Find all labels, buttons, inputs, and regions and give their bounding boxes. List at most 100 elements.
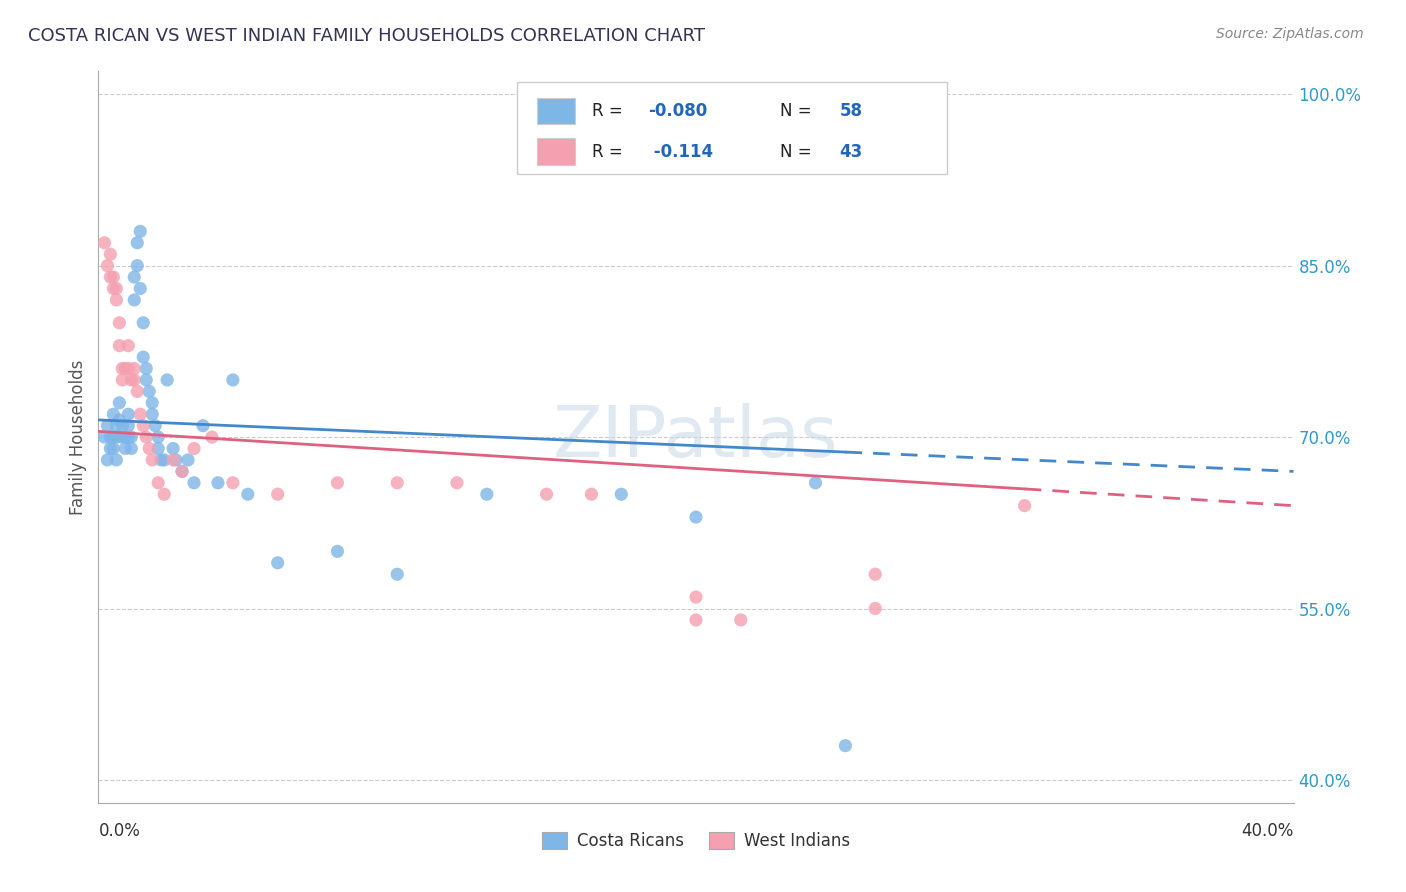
Point bbox=[114, 361, 136, 376]
Point bbox=[105, 418, 128, 433]
Point bbox=[685, 590, 707, 604]
Point bbox=[114, 430, 136, 444]
Point bbox=[201, 430, 224, 444]
Point bbox=[108, 396, 131, 410]
Point bbox=[162, 442, 184, 456]
Point bbox=[222, 475, 245, 490]
Point bbox=[148, 475, 170, 490]
Point bbox=[141, 453, 163, 467]
Point bbox=[108, 316, 131, 330]
Point bbox=[117, 430, 139, 444]
Point bbox=[129, 224, 152, 238]
Point bbox=[865, 567, 887, 582]
Point bbox=[138, 442, 160, 456]
Point bbox=[103, 430, 125, 444]
Point bbox=[191, 418, 214, 433]
Point bbox=[536, 487, 558, 501]
Point bbox=[143, 418, 166, 433]
Point bbox=[222, 373, 245, 387]
Point bbox=[236, 487, 259, 501]
Point bbox=[124, 270, 146, 285]
Point bbox=[105, 453, 128, 467]
Point bbox=[120, 430, 142, 444]
Text: N =: N = bbox=[779, 103, 817, 120]
Point bbox=[105, 293, 128, 307]
Point bbox=[108, 339, 131, 353]
Point bbox=[96, 453, 118, 467]
Point bbox=[111, 373, 134, 387]
Point bbox=[165, 453, 187, 467]
Point bbox=[135, 373, 157, 387]
Point bbox=[120, 373, 142, 387]
Point bbox=[124, 373, 146, 387]
FancyBboxPatch shape bbox=[537, 98, 575, 124]
Point bbox=[127, 235, 149, 250]
Point bbox=[111, 361, 134, 376]
Point bbox=[114, 442, 136, 456]
Point bbox=[177, 453, 200, 467]
Point bbox=[124, 293, 146, 307]
Point bbox=[117, 418, 139, 433]
Point bbox=[385, 567, 409, 582]
Point bbox=[172, 464, 194, 478]
Text: -0.080: -0.080 bbox=[648, 103, 707, 120]
Point bbox=[105, 430, 128, 444]
Point bbox=[103, 281, 125, 295]
Text: N =: N = bbox=[779, 143, 817, 161]
Point bbox=[124, 361, 146, 376]
Text: 43: 43 bbox=[839, 143, 863, 161]
Point bbox=[834, 739, 856, 753]
Point bbox=[141, 396, 163, 410]
FancyBboxPatch shape bbox=[537, 138, 575, 165]
Point bbox=[148, 430, 170, 444]
Text: R =: R = bbox=[592, 143, 628, 161]
Text: ZIPatlas: ZIPatlas bbox=[553, 402, 839, 472]
Point bbox=[96, 418, 118, 433]
Point bbox=[117, 407, 139, 421]
Point bbox=[162, 453, 184, 467]
Point bbox=[153, 487, 176, 501]
Point bbox=[865, 601, 887, 615]
Point bbox=[120, 442, 142, 456]
Point bbox=[111, 430, 134, 444]
Point bbox=[117, 339, 139, 353]
Point bbox=[98, 430, 122, 444]
Point bbox=[111, 418, 134, 433]
FancyBboxPatch shape bbox=[517, 82, 948, 174]
Point bbox=[98, 247, 122, 261]
Point bbox=[127, 384, 149, 399]
Point bbox=[98, 442, 122, 456]
Point bbox=[581, 487, 603, 501]
Point bbox=[132, 316, 155, 330]
Point bbox=[93, 430, 115, 444]
Point bbox=[135, 430, 157, 444]
Point bbox=[98, 270, 122, 285]
Point bbox=[156, 373, 179, 387]
Point bbox=[93, 235, 115, 250]
Point bbox=[132, 350, 155, 364]
Point bbox=[117, 361, 139, 376]
Text: 58: 58 bbox=[839, 103, 862, 120]
Point bbox=[446, 475, 468, 490]
Point bbox=[207, 475, 229, 490]
Point bbox=[148, 442, 170, 456]
Point bbox=[610, 487, 633, 501]
Text: -0.114: -0.114 bbox=[648, 143, 713, 161]
Point bbox=[804, 475, 827, 490]
Point bbox=[267, 487, 290, 501]
Point bbox=[730, 613, 752, 627]
Point bbox=[685, 510, 707, 524]
Point bbox=[105, 281, 128, 295]
Point bbox=[129, 407, 152, 421]
Point bbox=[326, 544, 349, 558]
Point bbox=[135, 361, 157, 376]
Point bbox=[385, 475, 409, 490]
Point bbox=[1014, 499, 1036, 513]
Point bbox=[141, 407, 163, 421]
Y-axis label: Family Households: Family Households bbox=[69, 359, 87, 515]
Point bbox=[153, 453, 176, 467]
Point bbox=[183, 475, 205, 490]
Text: 0.0%: 0.0% bbox=[98, 822, 141, 839]
Point bbox=[172, 464, 194, 478]
Point bbox=[150, 453, 173, 467]
